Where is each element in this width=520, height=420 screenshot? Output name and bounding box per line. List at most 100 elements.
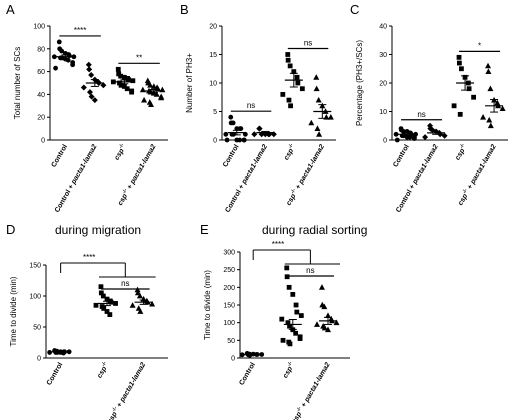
- panel-d-title: during migration: [55, 223, 141, 237]
- x-category-label: csp-/-: [453, 142, 469, 161]
- data-point: [93, 302, 99, 308]
- data-point: [47, 350, 53, 355]
- data-point: [325, 326, 331, 333]
- y-tick-label: 100: [33, 24, 45, 31]
- data-point: [290, 292, 296, 297]
- data-point: [110, 79, 116, 85]
- data-point: [130, 78, 136, 84]
- data-point: [456, 60, 462, 66]
- data-point: [394, 137, 400, 143]
- panel-letter-e: E: [200, 222, 209, 237]
- data-point: [228, 114, 234, 120]
- data-point: [85, 61, 92, 68]
- data-point: [59, 48, 65, 54]
- data-point: [224, 137, 230, 143]
- panel-e-plot: 0 50 100 150 200 250 300 Time to divide (min) Co…: [203, 240, 350, 420]
- data-point: [91, 97, 98, 104]
- data-point: [286, 97, 292, 103]
- data-point: [147, 82, 154, 88]
- data-point: [321, 303, 328, 310]
- data-point: [239, 352, 245, 358]
- data-point: [139, 86, 146, 93]
- data-point: [315, 96, 322, 103]
- data-point: [86, 66, 93, 73]
- data-point: [295, 80, 301, 86]
- data-point: [104, 296, 110, 302]
- data-point: [147, 88, 154, 95]
- y-axis-label: Total number of SCs: [13, 47, 22, 119]
- significance-label: **: [136, 53, 142, 62]
- y-tick-label: 40: [37, 92, 45, 99]
- data-point: [314, 321, 320, 327]
- data-point: [118, 73, 124, 79]
- data-point: [401, 129, 406, 134]
- significance-label: ****: [272, 240, 284, 249]
- data-point: [107, 312, 113, 317]
- data-point: [104, 309, 110, 314]
- significance-label: *: [478, 41, 481, 50]
- y-tick-label: 300: [223, 250, 235, 257]
- data-point: [100, 293, 106, 299]
- data-point: [294, 74, 300, 80]
- data-point: [451, 103, 457, 109]
- x-category-label: csp-/-: [280, 360, 296, 379]
- significance-label: ****: [83, 253, 95, 262]
- data-point: [456, 54, 462, 60]
- significance-label: ns: [306, 266, 314, 275]
- data-point: [314, 125, 321, 131]
- data-point: [147, 101, 154, 108]
- data-point: [280, 337, 286, 343]
- data-point: [485, 62, 492, 69]
- data-point: [279, 316, 285, 322]
- data-point: [129, 302, 136, 308]
- data-point: [333, 319, 340, 326]
- data-point: [125, 77, 131, 82]
- y-tick-label: 10: [209, 81, 217, 88]
- data-point: [318, 284, 325, 290]
- y-tick-label: 20: [37, 115, 45, 122]
- x-category-label: csp-/-: [95, 360, 111, 379]
- data-point: [297, 336, 303, 341]
- data-point: [101, 306, 107, 311]
- significance-label: ns: [417, 110, 425, 119]
- x-category-label: csp-/- + pacta1-lama2: [289, 360, 331, 420]
- data-point: [285, 52, 291, 57]
- data-point: [285, 320, 291, 326]
- data-point: [393, 131, 399, 137]
- data-point: [487, 85, 494, 92]
- data-point: [485, 68, 492, 74]
- significance-label: ns: [121, 279, 129, 288]
- data-point: [98, 284, 104, 290]
- data-point: [98, 290, 104, 296]
- data-point: [115, 66, 121, 72]
- data-point: [459, 66, 464, 72]
- data-point: [480, 114, 487, 120]
- data-point: [308, 119, 315, 126]
- data-point: [293, 330, 299, 336]
- data-point: [86, 89, 93, 96]
- x-category-label: Control: [238, 361, 257, 386]
- panel-d-plot: 0 50 100 150 Time to divide (min) Control csp-…: [9, 253, 168, 420]
- data-point: [287, 341, 293, 347]
- data-point: [56, 39, 62, 45]
- data-point: [325, 312, 331, 318]
- data-point: [407, 134, 413, 140]
- data-point: [499, 105, 506, 112]
- data-point: [51, 54, 57, 60]
- x-category-label: Control: [222, 143, 241, 168]
- data-point: [144, 77, 151, 84]
- y-tick-label: 250: [223, 267, 235, 274]
- data-point: [241, 137, 247, 143]
- y-tick-label: 5: [213, 109, 217, 116]
- y-tick-label: 60: [37, 69, 45, 76]
- y-tick-label: 200: [223, 285, 235, 292]
- data-point: [471, 94, 477, 100]
- y-tick-label: 0: [37, 356, 41, 363]
- data-point: [487, 122, 494, 129]
- data-point: [486, 116, 493, 123]
- data-point: [223, 131, 229, 137]
